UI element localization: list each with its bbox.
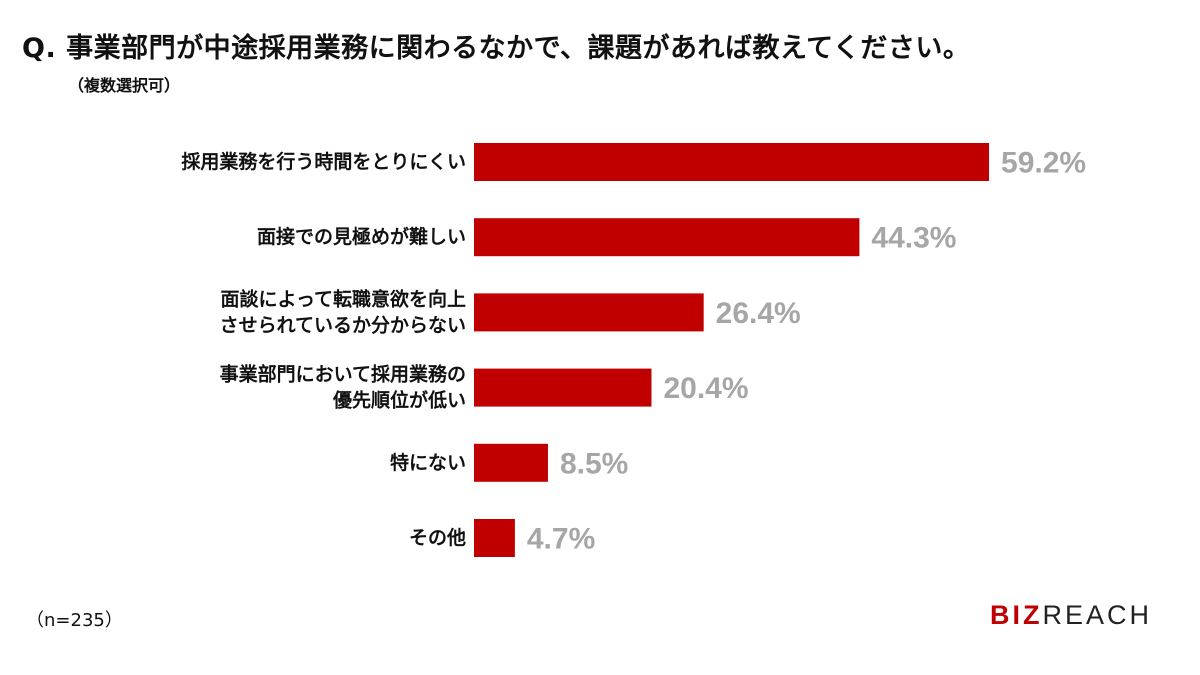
value-label-3: 20.4% xyxy=(663,372,748,405)
category-label-2-0: 面談によって転職意欲を向上 xyxy=(221,287,466,310)
bar-2 xyxy=(474,293,704,332)
value-label-5: 4.7% xyxy=(527,523,595,556)
bar-0 xyxy=(474,143,990,181)
category-label-3-1: 優先順位が低い xyxy=(332,389,466,412)
bar-3 xyxy=(474,368,652,407)
category-label-1-0: 面接での見極めが難しい xyxy=(257,225,466,248)
value-label-1: 44.3% xyxy=(871,222,956,255)
category-label-5-0: その他 xyxy=(409,526,466,549)
logo-part-reach: REACH xyxy=(1042,600,1153,630)
category-label-4-0: 特にない xyxy=(390,452,466,474)
sample-size-note: （n=235） xyxy=(26,610,123,631)
multiple-choice-note: （複数選択可） xyxy=(68,76,181,95)
category-label-3-0: 事業部門において採用業務の xyxy=(220,363,466,386)
category-label-0-0: 採用業務を行う時間をとりにくい xyxy=(181,150,466,173)
question-title: Q. 事業部門が中途採用業務に関わるなかで、課題があれば教えてください。 xyxy=(22,33,971,64)
bar-4 xyxy=(474,443,548,482)
bar-1 xyxy=(474,218,860,257)
bar-5 xyxy=(474,519,515,557)
logo-part-biz: BIZ xyxy=(990,600,1043,630)
value-label-2: 26.4% xyxy=(716,297,801,330)
category-label-2-1: させられているか分からない xyxy=(220,314,466,336)
value-label-4: 8.5% xyxy=(560,447,628,480)
value-label-0: 59.2% xyxy=(1001,147,1086,180)
bizreach-logo: BIZREACH xyxy=(990,600,1152,631)
